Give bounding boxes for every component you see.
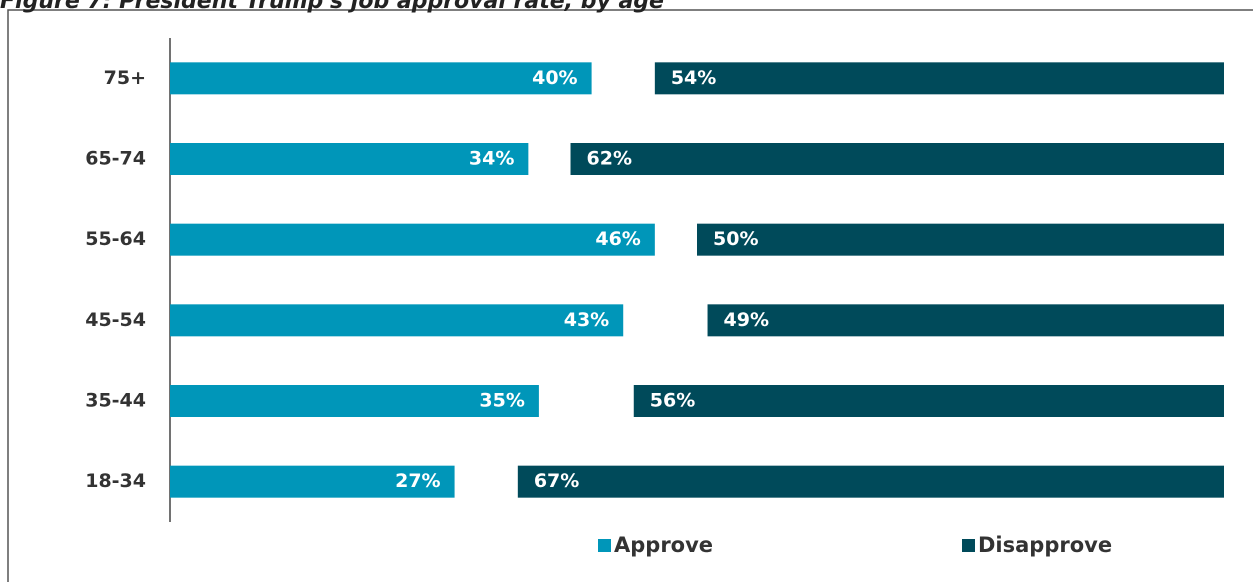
frame <box>7 9 1253 582</box>
bar <box>170 304 624 337</box>
chart-title: Figure 7: President Trump's job approval… <box>0 0 664 14</box>
y-tick-label: 45-54 <box>85 309 146 331</box>
data-label: 27% <box>395 470 440 492</box>
legend-label: Approve <box>614 533 713 557</box>
data-label: 56% <box>650 390 695 412</box>
data-label: 49% <box>724 309 769 331</box>
bar <box>570 143 1224 175</box>
y-tick-label: 75+ <box>104 67 146 89</box>
bar <box>517 465 1224 498</box>
data-label: 62% <box>587 148 632 170</box>
legend-label: Disapprove <box>978 533 1112 557</box>
data-label: 50% <box>713 228 758 250</box>
bar <box>170 465 455 498</box>
data-label: 35% <box>479 390 524 412</box>
y-tick-label: 55-64 <box>85 228 146 250</box>
bar <box>170 62 592 95</box>
y-tick-label: 65-74 <box>85 148 146 170</box>
data-label: 34% <box>469 148 514 170</box>
data-label: 67% <box>534 470 579 492</box>
data-label: 46% <box>595 228 640 250</box>
y-tick-label: 18-34 <box>85 470 146 492</box>
bar <box>170 223 655 256</box>
data-label: 40% <box>532 67 577 89</box>
data-label: 54% <box>671 67 716 89</box>
legend-swatch <box>598 539 611 552</box>
y-tick-label: 35-44 <box>85 390 146 412</box>
legend-swatch <box>962 539 975 552</box>
bar <box>697 223 1224 256</box>
bar <box>170 143 529 175</box>
bar <box>633 385 1224 417</box>
bar <box>654 62 1224 95</box>
data-label: 43% <box>564 309 609 331</box>
bar <box>170 385 539 417</box>
bar <box>707 304 1224 337</box>
